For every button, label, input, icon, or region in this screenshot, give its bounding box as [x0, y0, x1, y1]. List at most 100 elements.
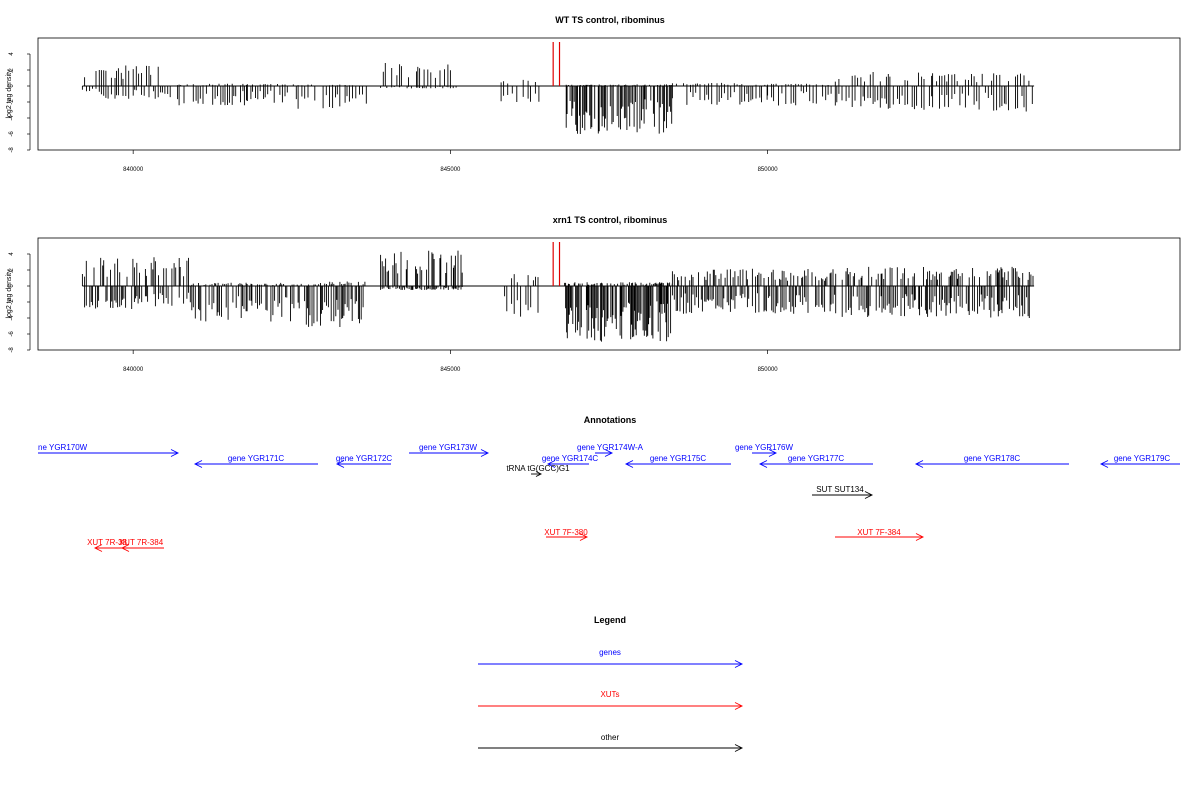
- xrn1-y-tick-label: -8: [9, 347, 15, 353]
- legend: Legend genes XUTs other: [478, 615, 744, 752]
- annotations-panel: Annotations ne YGR170W gene YGR171C gene…: [38, 415, 1180, 552]
- xrn1-y-tick-label: 4: [9, 252, 15, 256]
- xrn1-highlight-bars: [552, 242, 561, 286]
- wt-x-tick-label: 840000: [123, 167, 144, 173]
- gene-feature: gene YGR174W-A: [577, 443, 644, 457]
- legend-title: Legend: [594, 615, 626, 625]
- xut-label: XUT 7F-380: [544, 528, 588, 537]
- other-label: tRNA tG(GCC)G1: [506, 464, 570, 473]
- gene-label: gene YGR174W-A: [577, 443, 644, 452]
- gene-arrowhead: [170, 449, 180, 457]
- xut-arrowhead: [579, 533, 589, 541]
- gene-arrowhead: [758, 460, 768, 468]
- xut-arrowhead: [93, 544, 103, 552]
- wt-y-tick-label: -2: [9, 99, 15, 105]
- legend-label: genes: [599, 648, 621, 657]
- xut-arrowhead: [120, 544, 130, 552]
- xrn1-density-bars: [81, 250, 1034, 342]
- other-feature: tRNA tG(GCC)G1: [506, 464, 570, 477]
- xrn1-y-tick-label: -2: [9, 299, 15, 305]
- gene-arrowhead: [193, 460, 203, 468]
- xrn1-y-axis-label: log2 tag density: [6, 269, 13, 319]
- gene-label: gene YGR172C: [336, 454, 393, 463]
- wt-y-tick-label: -6: [9, 131, 15, 137]
- legend-arrowhead: [734, 660, 744, 668]
- xrn1-y-tick-label: -4: [9, 315, 15, 321]
- gene-label: gene YGR176W: [735, 443, 794, 452]
- wt-y-tick-label: -4: [9, 115, 15, 121]
- xrn1-plot-frame: [37, 237, 1181, 351]
- xut-label: XUT 7R-38: [87, 538, 127, 547]
- gene-arrowhead: [480, 449, 490, 457]
- legend-label: XUTs: [600, 690, 619, 699]
- wt-x-axis: 840000 845000 850000: [123, 150, 778, 173]
- wt-x-tick-label: 850000: [758, 167, 779, 173]
- legend-label: other: [601, 733, 620, 742]
- legend-item-other: other: [478, 733, 744, 752]
- legend-item-genes: genes: [478, 648, 744, 668]
- xrn1-x-tick-label: 840000: [123, 367, 144, 373]
- gene-arrowhead: [914, 460, 924, 468]
- gene-feature: gene YGR179C: [1099, 454, 1180, 468]
- gene-label: gene YGR174C: [542, 454, 599, 463]
- xut-feature: XUT 7R-384: [119, 538, 164, 552]
- xrn1-track-panel: xrn1 TS control, ribominus log2 tag dens…: [6, 215, 1181, 373]
- wt-highlight-bars: [552, 42, 561, 86]
- xrn1-x-tick-label: 850000: [758, 367, 779, 373]
- gene-feature: gene YGR172C: [335, 454, 393, 468]
- annotations-title: Annotations: [584, 415, 637, 425]
- xrn1-y-tick-label: -6: [9, 331, 15, 337]
- xut-feature: XUT 7F-380: [544, 528, 588, 541]
- gene-label: gene YGR171C: [228, 454, 285, 463]
- gene-feature: gene YGR178C: [914, 454, 1069, 468]
- gene-arrowhead: [546, 460, 556, 468]
- xut-feature: XUT 7F-384: [835, 528, 925, 541]
- xrn1-y-tick-label: 0: [9, 284, 15, 288]
- gene-feature: gene YGR173W: [409, 443, 490, 457]
- other-label: SUT SUT134: [816, 485, 864, 494]
- wt-plot-frame: [37, 37, 1181, 151]
- wt-x-tick-label: 845000: [440, 167, 461, 173]
- wt-y-tick-label: 4: [9, 52, 15, 56]
- gene-label: gene YGR178C: [964, 454, 1021, 463]
- wt-density-bars: [81, 63, 1033, 134]
- xut-arrowhead: [915, 533, 925, 541]
- gene-feature: gene YGR174C: [542, 454, 599, 468]
- gene-feature: gene YGR177C: [758, 454, 873, 468]
- wt-y-tick-label: 0: [9, 84, 15, 88]
- wt-y-tick-label: 2: [9, 68, 15, 72]
- xrn1-x-tick-label: 845000: [440, 367, 461, 373]
- legend-arrowhead: [734, 702, 744, 710]
- gene-arrowhead: [1099, 460, 1109, 468]
- gene-label: gene YGR179C: [1114, 454, 1171, 463]
- xrn1-track-title: xrn1 TS control, ribominus: [553, 215, 668, 225]
- wt-track-panel: WT TS control, ribominus log2 tag densit…: [6, 15, 1181, 173]
- wt-track-title: WT TS control, ribominus: [555, 15, 665, 25]
- other-arrowhead: [535, 471, 543, 477]
- gene-feature: gene YGR176W: [735, 443, 794, 457]
- wt-density-bar-path: [81, 63, 1033, 134]
- gene-arrowhead: [335, 460, 345, 468]
- wt-y-axis: -8 -6 -4 -2 0 2 4: [9, 52, 31, 153]
- xrn1-density-bar-path: [81, 250, 1034, 342]
- gene-feature: gene YGR175C: [624, 454, 731, 468]
- gene-arrowhead: [604, 449, 614, 457]
- gene-arrowhead: [768, 449, 778, 457]
- legend-arrowhead: [734, 744, 744, 752]
- other-arrowhead: [864, 491, 874, 499]
- wt-y-tick-label: -8: [9, 147, 15, 153]
- legend-item-xuts: XUTs: [478, 690, 744, 710]
- gene-label: ne YGR170W: [38, 443, 88, 452]
- wt-y-axis-label: log2 tag density: [6, 69, 13, 119]
- xut-label: XUT 7R-384: [119, 538, 164, 547]
- xrn1-y-axis: -8 -6 -4 -2 0 2 4: [9, 252, 31, 353]
- gene-label: gene YGR177C: [788, 454, 845, 463]
- gene-feature: ne YGR170W: [38, 443, 180, 457]
- gene-feature: gene YGR171C: [193, 454, 318, 468]
- xut-label: XUT 7F-384: [857, 528, 901, 537]
- other-feature: SUT SUT134: [812, 485, 874, 499]
- gene-label: gene YGR173W: [419, 443, 478, 452]
- xrn1-x-axis: 840000 845000 850000: [123, 350, 778, 373]
- gene-arrowhead: [624, 460, 634, 468]
